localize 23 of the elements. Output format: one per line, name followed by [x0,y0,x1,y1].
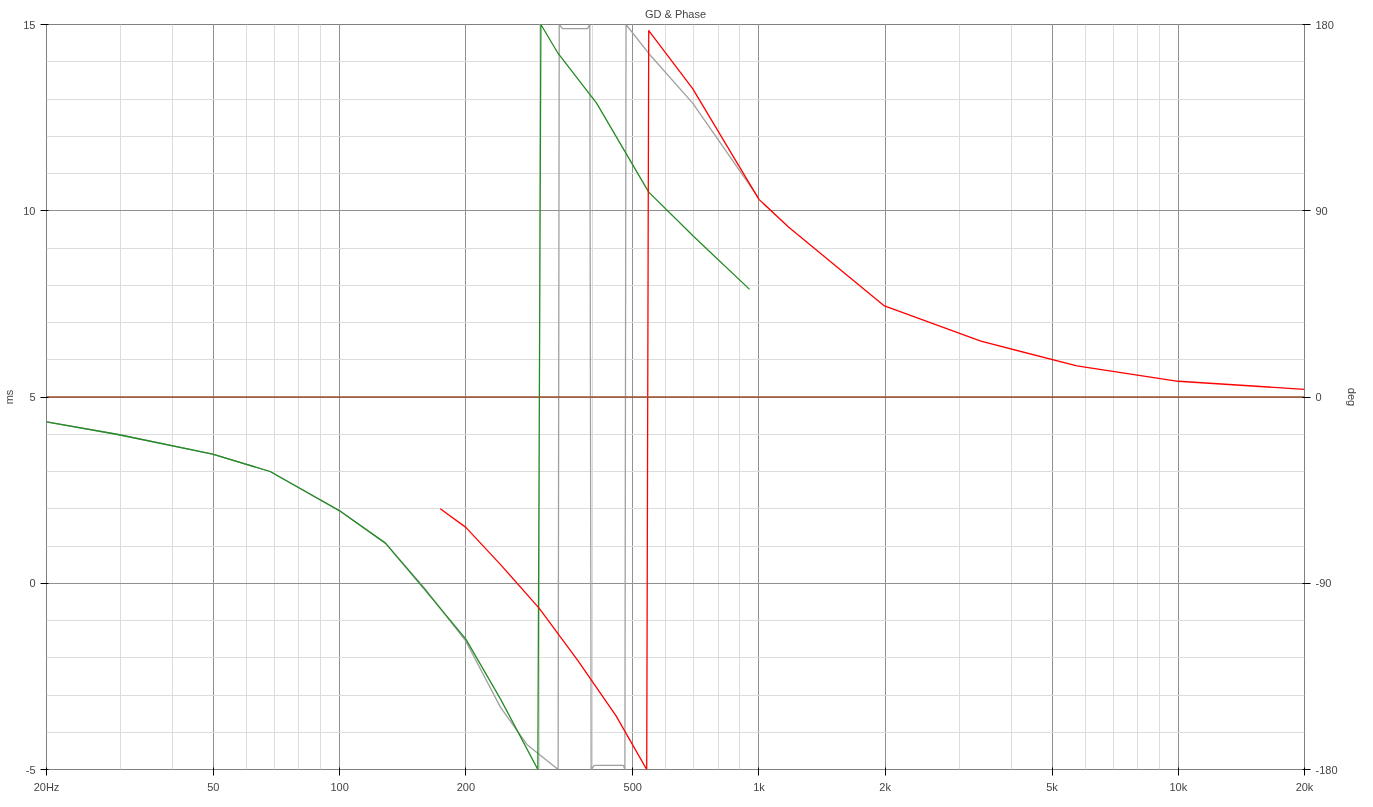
x-tick-label: 100 [330,780,349,793]
x-tick-label: 5k [1046,780,1059,793]
x-tick-label: 20Hz [33,780,60,793]
y2-tick-label: 180 [1315,18,1334,31]
y-tick-label: -5 [25,763,36,776]
x-tick-label: 500 [623,780,642,793]
x-tick-label: 1k [753,780,766,793]
x-tick-label: 20k [1295,780,1314,793]
y-tick-label: 5 [29,391,36,403]
x-tick-label: 2k [879,780,892,793]
y-tick-label: 10 [23,204,36,217]
y-axis-title: ms [3,389,16,405]
y2-axis-title: deg [1345,387,1358,407]
y2-tick-label: 0 [1315,391,1322,403]
y2-tick-label: 90 [1315,204,1328,217]
y2-tick-label: -180 [1315,763,1338,776]
x-tick-label: 50 [207,780,220,793]
chart-title: GD & Phase [644,7,707,20]
y-tick-label: 15 [23,18,36,31]
y-tick-label: 0 [29,577,36,590]
x-tick-label: 200 [456,780,476,793]
x-tick-label: 10k [1169,780,1188,793]
y2-tick-label: -90 [1315,577,1332,590]
